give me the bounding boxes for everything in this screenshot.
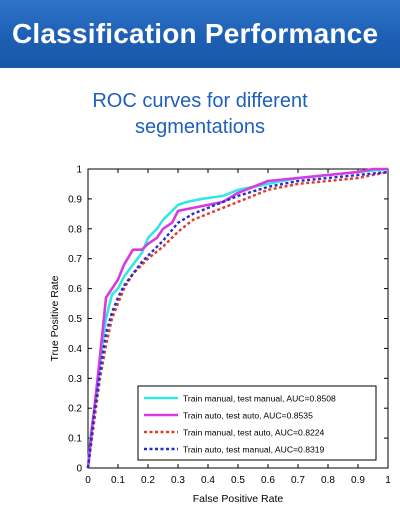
chart-title: ROC curves for different segmentations (0, 88, 400, 140)
series-line-3 (86, 170, 389, 469)
series-line-4 (86, 170, 389, 469)
x-tick-label: 0 (85, 475, 91, 486)
x-tick-label: 0.3 (171, 475, 185, 486)
slide-title: Classification Performance (12, 18, 379, 49)
y-tick-label: 0.8 (68, 224, 82, 235)
x-tick-label: 0.8 (321, 475, 335, 486)
legend-label-3: Train manual, test auto, AUC=0.8224 (183, 428, 325, 438)
y-tick-label: 0.9 (68, 194, 82, 205)
x-tick-label: 0.7 (291, 475, 305, 486)
legend-label-2: Train auto, test auto, AUC=0.8535 (183, 411, 313, 421)
y-tick-label: 0 (76, 464, 82, 475)
x-tick-label: 1 (385, 475, 391, 486)
y-tick-label: 0.1 (68, 434, 82, 445)
x-tick-label: 0.6 (261, 475, 275, 486)
chart-title-line2: segmentations (134, 116, 266, 138)
series-line-2 (86, 167, 388, 469)
chart-title-line1: ROC curves for different (92, 90, 308, 112)
x-tick-label: 0.5 (231, 475, 245, 486)
y-tick-label: 0.3 (68, 374, 82, 385)
y-axis-label: True Positive Rate (49, 275, 61, 361)
x-tick-label: 0.1 (111, 475, 125, 486)
y-tick-label: 0.7 (68, 254, 82, 265)
y-tick-label: 0.2 (68, 404, 82, 415)
x-tick-label: 0.4 (201, 475, 215, 486)
y-tick-label: 0.6 (68, 284, 82, 295)
legend-label-4: Train auto, test manual, AUC=0.8319 (183, 445, 325, 455)
y-tick-label: 0.5 (68, 314, 82, 325)
chart-legend: Train manual, test manual, AUC=0.8508 Tra… (137, 385, 377, 461)
x-tick-label: 0.9 (351, 475, 365, 486)
chart-series-group (86, 167, 389, 469)
y-tick-label: 0.4 (68, 344, 82, 355)
x-axis-label: False Positive Rate (193, 493, 284, 505)
roc-chart: 0 0.1 0.2 0.3 0.4 0.5 0.6 0.7 0.8 0.9 1 0 0.1 0.2 0.3 0… (49, 165, 391, 506)
x-tick-label: 0.2 (141, 475, 155, 486)
series-line-1 (86, 167, 389, 469)
y-tick-label: 1 (76, 165, 82, 176)
slide-title-banner: Classification Performance (0, 0, 400, 68)
legend-label-1: Train manual, test manual, AUC=0.8508 (183, 394, 336, 404)
